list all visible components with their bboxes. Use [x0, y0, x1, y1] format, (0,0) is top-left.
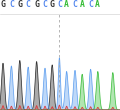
Text: A: A [80, 0, 85, 9]
Text: A: A [95, 0, 100, 9]
Text: C: C [88, 0, 93, 9]
Text: C: C [57, 0, 62, 9]
Text: C: C [26, 0, 31, 9]
Text: G: G [34, 0, 39, 9]
Text: C: C [9, 0, 14, 9]
Text: C: C [43, 0, 47, 9]
Text: A: A [64, 0, 69, 9]
Text: G: G [17, 0, 22, 9]
Text: G: G [50, 0, 55, 9]
Text: G: G [1, 0, 5, 9]
Text: C: C [73, 0, 77, 9]
